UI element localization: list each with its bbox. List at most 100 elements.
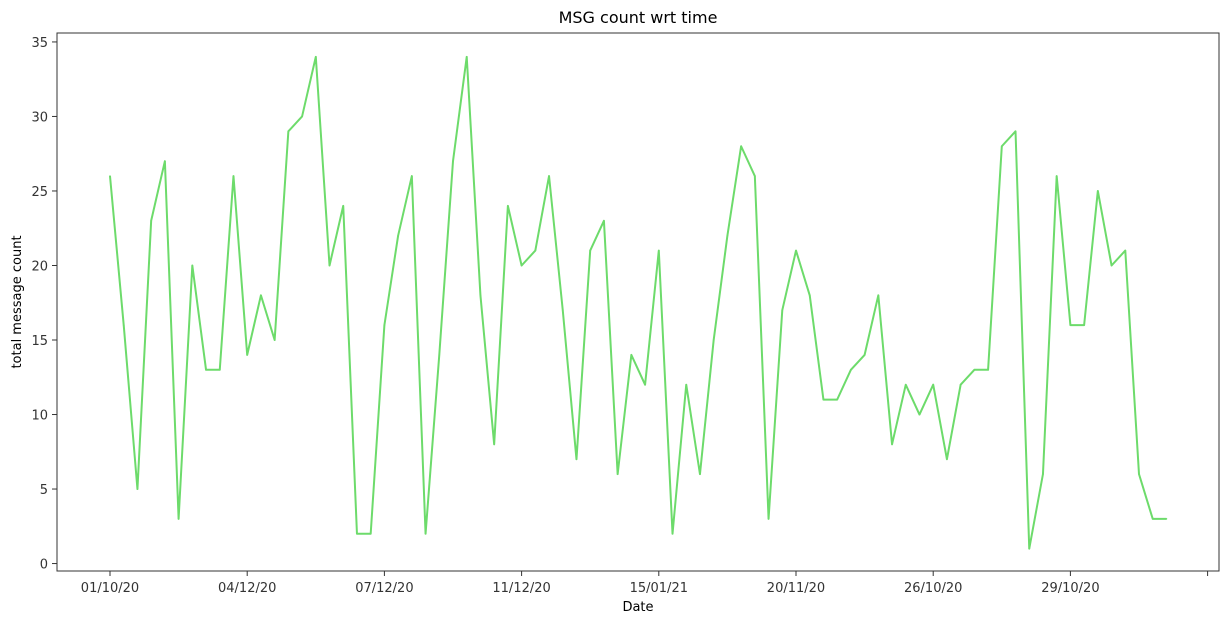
data-point (658, 249, 660, 252)
data-point (260, 294, 262, 297)
data-point (177, 518, 180, 520)
y-tick-label: 15 (31, 334, 48, 349)
data-point (850, 369, 852, 371)
data-point (218, 369, 221, 371)
data-point (699, 473, 701, 475)
data-point (822, 398, 825, 401)
y-tick-label: 20 (31, 259, 48, 274)
data-point (273, 339, 276, 341)
data-point (767, 518, 770, 520)
data-point (973, 369, 976, 371)
data-point (808, 294, 811, 297)
data-point (520, 264, 523, 267)
data-point (1069, 324, 1072, 326)
data-point (754, 175, 756, 177)
x-tick-label: 29/10/20 (1041, 581, 1099, 596)
x-tick-label: 11/12/20 (492, 581, 550, 596)
data-point (534, 249, 537, 252)
data-point (424, 532, 427, 535)
data-point (561, 309, 564, 312)
data-point (946, 458, 948, 461)
data-point (685, 383, 688, 386)
y-tick-label: 0 (40, 558, 48, 573)
data-point (644, 383, 646, 386)
data-point (959, 383, 962, 386)
data-point (781, 309, 784, 312)
data-point (438, 354, 441, 356)
data-point (315, 56, 317, 58)
data-point (589, 249, 591, 252)
data-point (918, 413, 921, 416)
data-point (122, 324, 125, 326)
data-point (411, 175, 413, 177)
data-point (932, 383, 934, 386)
data-point (987, 369, 989, 371)
x-tick-label: 15/01/21 (630, 581, 688, 596)
data-point (630, 354, 633, 356)
data-point (1138, 473, 1140, 475)
y-tick-label: 35 (31, 36, 48, 51)
data-point (191, 264, 194, 267)
data-point (246, 354, 248, 356)
data-point (863, 354, 866, 356)
data-point (1151, 518, 1154, 520)
y-tick-label: 30 (31, 110, 48, 125)
data-point (507, 205, 509, 207)
data-point (136, 488, 139, 490)
data-point (904, 383, 907, 386)
x-tick-label: 20/11/20 (767, 581, 825, 596)
data-point (287, 130, 290, 133)
data-point (397, 234, 399, 237)
data-point (479, 294, 482, 297)
data-point (726, 234, 729, 237)
data-point (328, 264, 331, 267)
data-point (1165, 518, 1168, 520)
y-axis-title: total message count (10, 235, 25, 368)
plot-border (56, 32, 1220, 572)
y-tick-label: 25 (31, 185, 48, 200)
data-point (342, 205, 345, 207)
x-axis-title: Date (622, 600, 653, 615)
data-point (465, 56, 468, 58)
data-point (712, 339, 715, 341)
data-point (795, 249, 797, 252)
data-point (1042, 473, 1044, 475)
chart-title: MSG count wrt time (559, 8, 718, 27)
data-point (452, 160, 454, 162)
data-point (836, 398, 838, 401)
x-tick-label: 01/10/20 (81, 581, 139, 596)
data-point (356, 532, 358, 535)
data-point (575, 458, 578, 461)
data-point (232, 175, 235, 177)
data-point (616, 473, 619, 475)
data-point (1097, 190, 1099, 192)
data-point (205, 369, 207, 371)
y-tick-label: 5 (40, 483, 48, 498)
data-point (1028, 547, 1031, 550)
data-point (1124, 249, 1127, 252)
data-point (1083, 324, 1085, 326)
data-point (1055, 175, 1058, 177)
data-point (671, 532, 674, 535)
x-tick-label: 26/10/20 (904, 581, 962, 596)
x-tick-label: 07/12/20 (355, 581, 413, 596)
series-line (109, 55, 1167, 550)
data-point (301, 115, 303, 118)
data-point (493, 443, 495, 446)
data-point (383, 324, 386, 326)
data-point (150, 219, 152, 222)
series-layer (109, 55, 1168, 550)
y-axis: 0 5 10 15 20 25 30 35 (31, 36, 57, 573)
data-point (369, 532, 372, 535)
data-point (1110, 264, 1113, 267)
data-point (1001, 145, 1003, 148)
data-point (891, 443, 893, 446)
data-point (109, 175, 111, 177)
x-tick-label: 04/12/20 (218, 581, 276, 596)
data-point (877, 294, 880, 297)
data-point (740, 145, 742, 148)
x-axis: 01/10/20 04/12/20 07/12/20 11/12/20 15/01/21… (81, 571, 1209, 596)
y-tick-label: 10 (31, 409, 48, 424)
data-point (603, 219, 605, 222)
